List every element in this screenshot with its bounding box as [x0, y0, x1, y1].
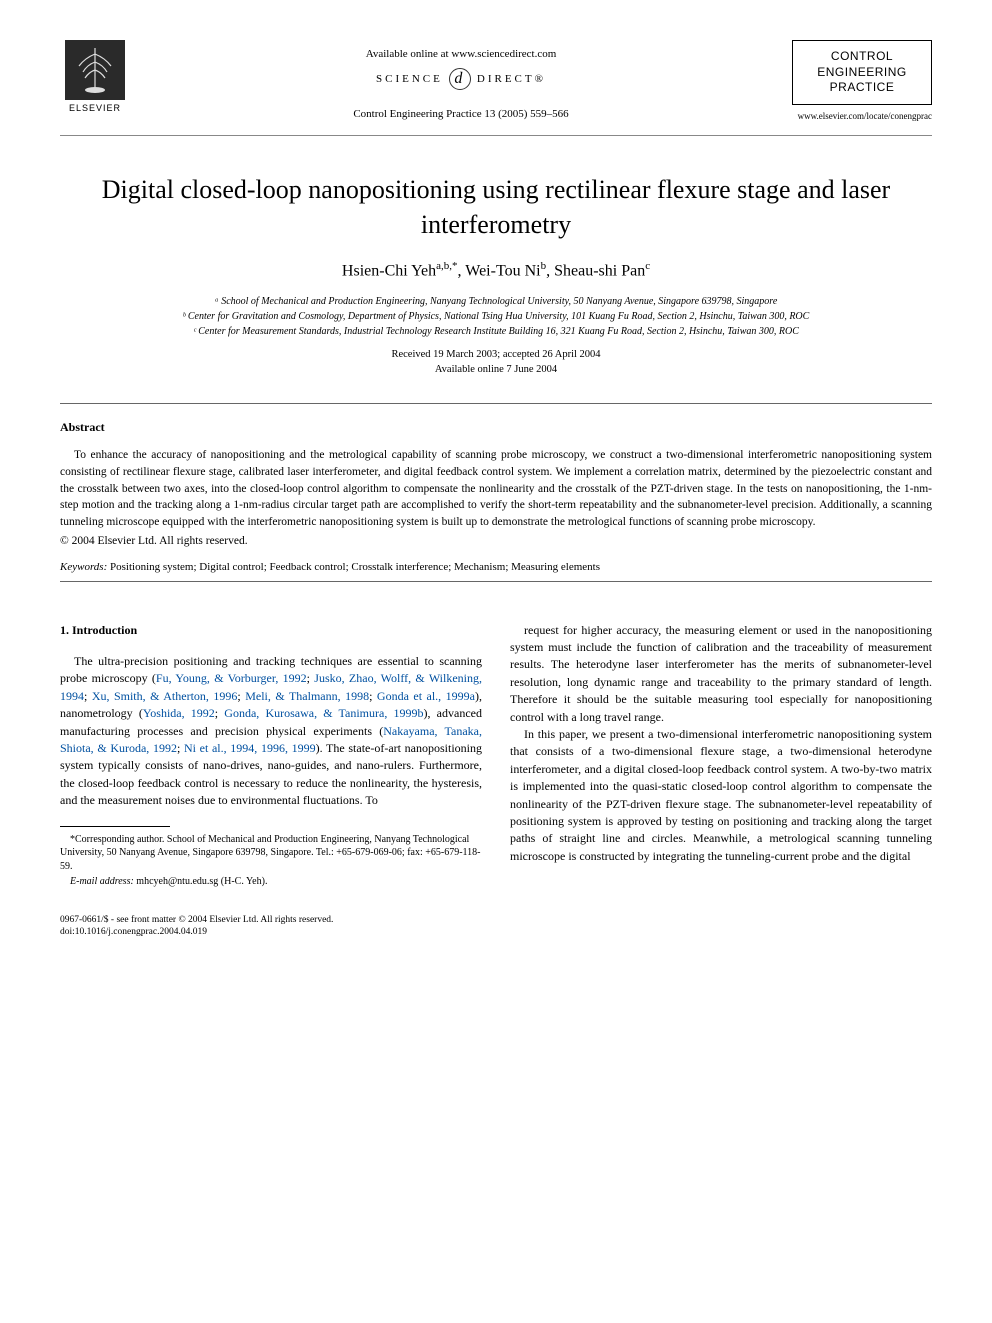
journal-name-line1: CONTROL ENGINEERING — [805, 49, 919, 80]
body-columns: 1. Introduction The ultra-precision posi… — [60, 622, 932, 890]
affiliation-c: ᶜ Center for Measurement Standards, Indu… — [60, 324, 932, 339]
elsevier-tree-icon — [65, 40, 125, 100]
footer-front-matter: 0967-0661/$ - see front matter © 2004 El… — [60, 914, 932, 926]
author-1: Hsien-Chi Yeh — [342, 262, 436, 279]
available-online-text: Available online at www.sciencedirect.co… — [130, 48, 792, 60]
abstract-bottom-divider — [60, 581, 932, 582]
intro-sep-5: ; — [215, 706, 225, 720]
abstract-heading: Abstract — [60, 420, 932, 435]
citation-ni[interactable]: Ni et al., 1994, 1996, 1999 — [184, 741, 316, 755]
science-direct-right: DIRECT® — [477, 73, 546, 85]
journal-url: www.elsevier.com/locate/conengprac — [792, 111, 932, 121]
header-divider — [60, 135, 932, 136]
intro-sep-6: ; — [177, 741, 184, 755]
footer-doi: doi:10.1016/j.conengprac.2004.04.019 — [60, 926, 932, 938]
paper-title: Digital closed-loop nanopositioning usin… — [60, 172, 932, 242]
keywords-text: Positioning system; Digital control; Fee… — [107, 561, 600, 573]
citation-fu[interactable]: Fu, Young, & Vorburger, 1992 — [156, 671, 307, 685]
left-column: 1. Introduction The ultra-precision posi… — [60, 622, 482, 890]
footer-info: 0967-0661/$ - see front matter © 2004 El… — [60, 914, 932, 939]
citation-meli[interactable]: Meli, & Thalmann, 1998 — [245, 689, 369, 703]
intro-paragraph-2: request for higher accuracy, the measuri… — [510, 622, 932, 726]
center-header: Available online at www.sciencedirect.co… — [130, 40, 792, 120]
journal-reference: Control Engineering Practice 13 (2005) 5… — [130, 108, 792, 120]
citation-xu[interactable]: Xu, Smith, & Atherton, 1996 — [92, 689, 238, 703]
keywords: Keywords: Positioning system; Digital co… — [60, 561, 932, 573]
abstract-top-divider — [60, 403, 932, 404]
science-direct-left: SCIENCE — [376, 73, 443, 85]
abstract-body: To enhance the accuracy of nanopositioni… — [60, 447, 932, 530]
online-date: Available online 7 June 2004 — [60, 364, 932, 375]
science-direct-at-icon: d — [449, 68, 471, 90]
science-direct-logo: SCIENCE d DIRECT® — [130, 68, 792, 90]
affiliation-b: ᵇ Center for Gravitation and Cosmology, … — [60, 309, 932, 324]
journal-name-line2: PRACTICE — [805, 80, 919, 96]
citation-gonda-a[interactable]: Gonda et al., 1999a — [377, 689, 475, 703]
keywords-label: Keywords: — [60, 561, 107, 573]
authors: Hsien-Chi Yeha,b,*, Wei-Tou Nib, Sheau-s… — [60, 260, 932, 280]
email-address: mhcyeh@ntu.edu.sg (H-C. Yeh). — [134, 876, 268, 887]
author-1-affil: a,b,* — [436, 260, 457, 272]
copyright: © 2004 Elsevier Ltd. All rights reserved… — [60, 535, 932, 547]
introduction-heading: 1. Introduction — [60, 622, 482, 639]
affiliations: ᵃ School of Mechanical and Production En… — [60, 294, 932, 339]
author-3-affil: c — [645, 260, 650, 272]
intro-sep-2: ; — [84, 689, 92, 703]
journal-box-container: CONTROL ENGINEERING PRACTICE www.elsevie… — [792, 40, 932, 121]
author-2: , Wei-Tou Ni — [458, 262, 541, 279]
email-footnote: E-mail address: mhcyeh@ntu.edu.sg (H-C. … — [60, 875, 482, 890]
intro-paragraph-1: The ultra-precision positioning and trac… — [60, 653, 482, 810]
page-header: ELSEVIER Available online at www.science… — [60, 40, 932, 121]
citation-yoshida[interactable]: Yoshida, 1992 — [143, 706, 215, 720]
journal-box: CONTROL ENGINEERING PRACTICE — [792, 40, 932, 105]
intro-paragraph-3: In this paper, we present a two-dimensio… — [510, 726, 932, 865]
elsevier-logo: ELSEVIER — [60, 40, 130, 120]
footnote-divider — [60, 826, 170, 827]
received-accepted-dates: Received 19 March 2003; accepted 26 Apri… — [60, 349, 932, 360]
email-label: E-mail address: — [70, 876, 134, 887]
affiliation-a: ᵃ School of Mechanical and Production En… — [60, 294, 932, 309]
right-column: request for higher accuracy, the measuri… — [510, 622, 932, 890]
intro-sep-4: ; — [369, 689, 377, 703]
author-3: , Sheau-shi Pan — [546, 262, 645, 279]
corresponding-author-footnote: *Corresponding author. School of Mechani… — [60, 833, 482, 874]
citation-gonda-b[interactable]: Gonda, Kurosawa, & Tanimura, 1999b — [224, 706, 423, 720]
elsevier-label: ELSEVIER — [69, 103, 121, 113]
